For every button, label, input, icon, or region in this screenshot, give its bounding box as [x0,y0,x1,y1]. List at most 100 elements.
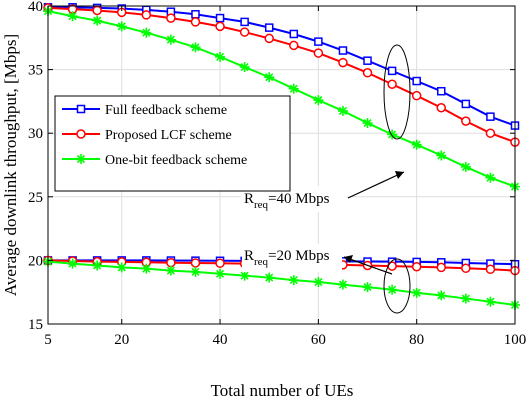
plot-frame [47,5,516,325]
x-axis-label: Total number of UEs [211,381,354,400]
legend: Full feedback scheme Proposed LCF scheme O… [54,95,291,192]
data-point [461,263,471,274]
data-point [436,290,447,301]
x-tick-label: 40 [213,332,228,348]
data-point [215,13,225,23]
data-point [485,172,496,183]
axis-ticks: 5 20 40 60 80 100 15 20 25 30 35 40 [28,0,526,348]
y-tick-label: 20 [28,253,43,269]
data-point [436,150,447,161]
data-point [288,275,299,286]
data-point [92,15,103,26]
data-point [460,293,471,304]
x-tick-label: 5 [44,332,52,348]
data-point [92,260,103,271]
data-point [363,56,372,65]
data-point [362,282,373,293]
data-point [461,116,471,126]
data-point [387,79,397,89]
data-point [190,17,201,27]
x-tick-label: 100 [504,332,527,348]
data-point [313,48,324,58]
y-tick-label: 15 [28,317,43,333]
data-point [141,27,152,38]
legend-marker [76,154,86,164]
legend-marker [76,129,86,139]
data-point [411,287,422,298]
data-point [337,279,348,290]
x-tick-label: 80 [409,332,424,348]
data-point [313,277,324,288]
data-point [485,264,496,275]
group-ellipse-20 [383,258,411,314]
data-point [337,105,348,116]
data-point [338,57,348,68]
data-point [264,272,275,283]
legend-item: Full feedback scheme [62,103,227,118]
data-point [190,266,201,277]
data-point [191,10,200,19]
legend-label: One-bit feedback scheme [105,153,247,168]
svg-text:Rreq=40 Mbps: Rreq=40 Mbps [244,191,330,211]
data-point [289,29,299,39]
data-point [411,262,422,272]
data-point [411,90,422,101]
data-point [215,258,225,268]
data-point [485,128,496,138]
data-point [362,118,373,129]
data-point [215,268,226,279]
data-point [437,86,446,96]
data-point [190,258,201,268]
data-point [215,51,226,62]
data-point [485,296,496,307]
data-point [92,5,102,16]
y-tick-label: 35 [28,63,43,79]
data-point [412,76,421,86]
data-point [190,42,201,53]
legend-item: One-bit feedback scheme [62,153,247,168]
legend-label: Full feedback scheme [105,103,227,118]
data-point [215,21,225,32]
data-point [288,83,299,94]
data-point [362,68,373,78]
data-point [116,262,127,273]
data-point [313,95,324,106]
series-line [47,10,516,188]
annotation-arrowhead-20 [344,255,353,263]
data-point [387,284,398,295]
data-point [264,72,275,83]
data-point [289,40,299,51]
x-tick-label: 60 [311,332,326,348]
data-point [165,34,176,45]
annotation-req-20: Rreq=20 Mbps [242,244,342,272]
annotation-arrow-40 [347,171,405,199]
legend-item: Proposed LCF scheme [62,128,232,143]
data-point [436,262,447,273]
data-point [387,129,398,140]
group-ellipse-40 [383,44,411,140]
data-point [239,270,250,281]
data-point [461,99,471,109]
series-5 [43,256,520,310]
data-point [141,10,152,20]
data-point [486,112,495,121]
series-2 [43,6,520,192]
annotation-arrow-20 [343,256,393,275]
y-tick-label: 30 [28,126,43,142]
data-point [387,66,397,76]
data-point [338,46,348,55]
x-tick-label: 20 [114,332,129,348]
data-point [67,11,78,22]
data-point [460,161,471,172]
legend-label: Proposed LCF scheme [105,128,232,143]
y-tick-label: 40 [28,0,43,15]
data-point [67,258,78,269]
data-point [239,62,250,73]
annotation-arrowhead-40 [395,171,404,179]
data-point [264,33,274,44]
data-point [141,263,152,274]
data-point [240,17,249,27]
data-point [411,139,422,150]
legend-marker [76,104,86,114]
